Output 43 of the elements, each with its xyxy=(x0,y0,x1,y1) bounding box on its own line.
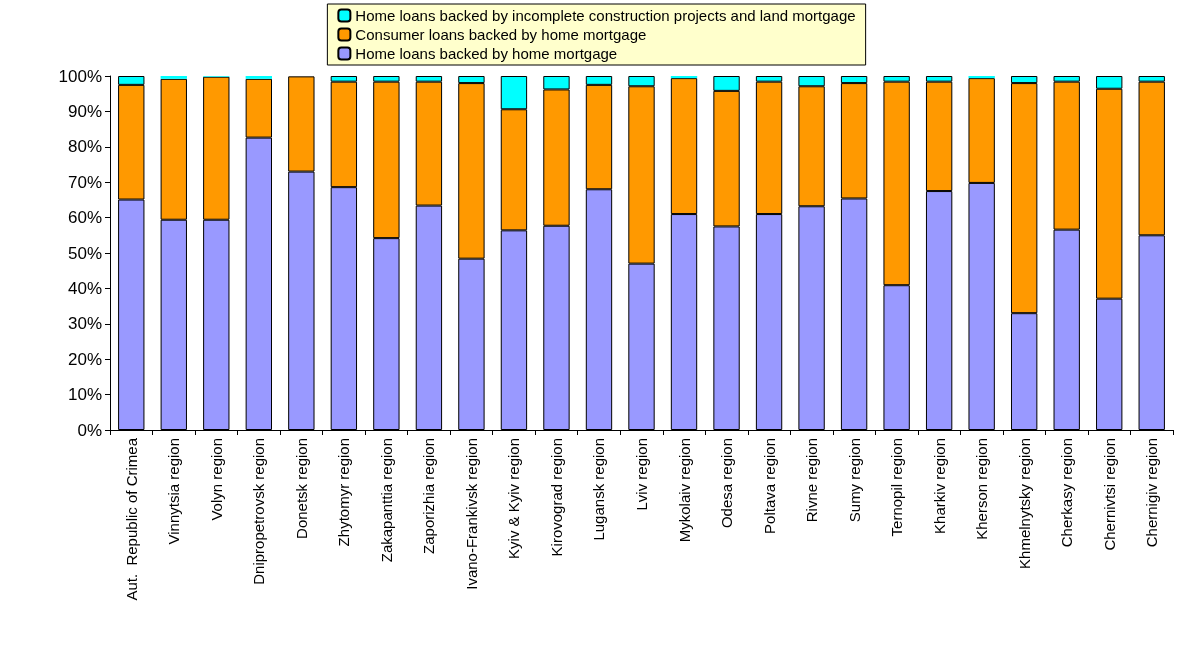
x-tick-label: Cherkasy region xyxy=(1058,438,1076,548)
x-tick-label: Lviv region xyxy=(633,438,650,511)
x-tick-label: Zhytomyr region xyxy=(335,438,353,547)
legend-label: Home loans backed by incomplete construction projects and land mortgage xyxy=(355,7,856,24)
bar xyxy=(968,76,995,79)
bar xyxy=(160,76,187,79)
x-tick-label: Kirovograd region xyxy=(547,438,565,557)
x-tick-label: Poltava region xyxy=(760,438,778,534)
x-tick-label: Volyn region xyxy=(207,438,225,521)
x-tick-label: Ivano-Frankivsk region xyxy=(462,438,480,590)
legend-label: Home loans backed by home mortgage xyxy=(355,45,618,62)
y-tick-label: 20% xyxy=(67,349,102,369)
y-tick-label: 80% xyxy=(67,137,102,157)
legend-label: Consumer loans backed by home mortgage xyxy=(355,26,647,43)
y-tick-label: 30% xyxy=(67,314,102,334)
x-tick-label: Zaporizhia region xyxy=(420,438,438,554)
y-tick-label: 60% xyxy=(67,208,102,228)
x-tick-label: Chernivtsi region xyxy=(1100,438,1118,551)
x-tick-label: Kyiv & Kyiv region xyxy=(505,438,523,559)
y-tick-label: 50% xyxy=(67,243,102,263)
y-tick-label: 100% xyxy=(58,66,102,86)
x-tick-label: Odesa region xyxy=(718,438,736,529)
x-tick-label: Donetsk region xyxy=(292,438,310,539)
x-tick-label: Khmelnytsky region xyxy=(1015,438,1033,569)
x-tick-label: Rivne region xyxy=(803,438,821,523)
y-tick-label: 90% xyxy=(67,101,102,121)
x-tick-label: Zakapanttia region xyxy=(377,438,395,563)
bar xyxy=(670,76,698,79)
y-tick-label: 0% xyxy=(77,420,102,440)
x-tick-label: Dnipropetrovsk region xyxy=(250,438,268,585)
x-tick-label: Kherson region xyxy=(973,438,991,540)
x-tick-label: Kharkiv region xyxy=(930,438,948,534)
x-tick-label: Aut. Republic of Crimea xyxy=(122,437,140,601)
x-tick-label: Vinnytsia region xyxy=(165,438,183,545)
bar xyxy=(245,76,272,79)
x-tick-label: Chernigiv region xyxy=(1143,438,1161,548)
x-tick-label: Lugansk region xyxy=(590,438,608,541)
y-tick-label: 70% xyxy=(67,172,102,192)
x-tick-label: Ternopil region xyxy=(888,438,906,537)
x-tick-label: Mykolaiv region xyxy=(675,438,693,543)
y-tick-label: 10% xyxy=(67,385,102,405)
x-tick-label: Sumy region xyxy=(845,438,863,523)
y-tick-label: 40% xyxy=(67,278,102,298)
